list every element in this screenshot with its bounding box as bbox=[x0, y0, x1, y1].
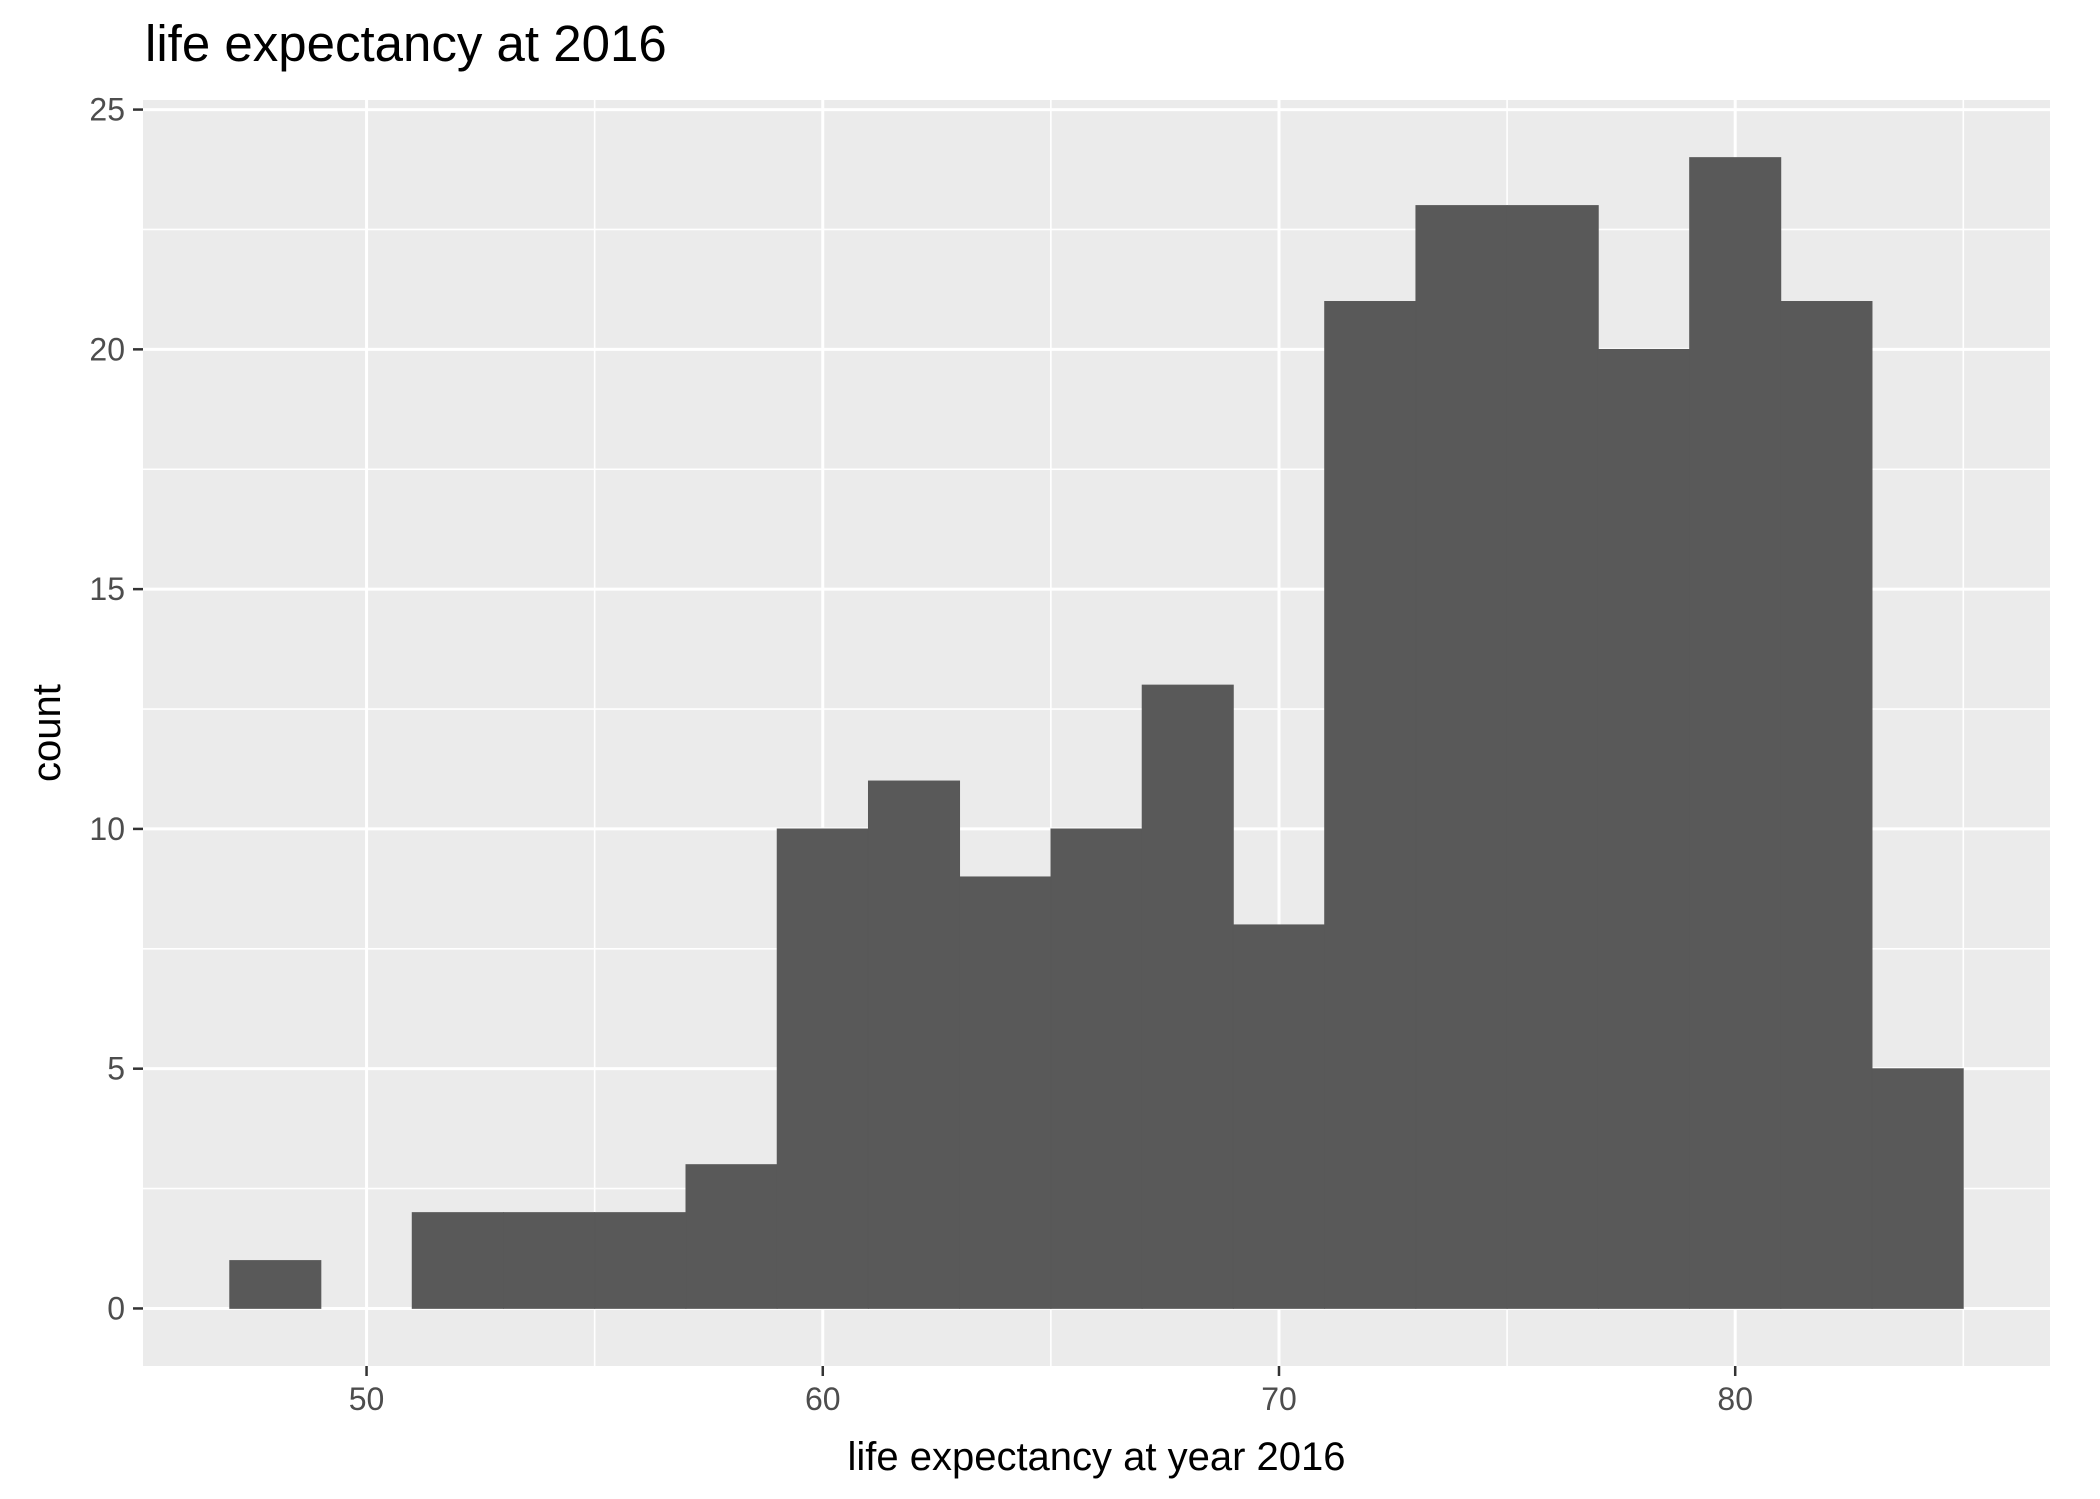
x-tick-label: 70 bbox=[1261, 1381, 1297, 1417]
y-tick-label: 15 bbox=[89, 571, 125, 607]
x-tick-label: 80 bbox=[1717, 1381, 1753, 1417]
histogram-bar bbox=[867, 780, 961, 1309]
x-tick-label: 50 bbox=[349, 1381, 385, 1417]
histogram-bar bbox=[594, 1212, 687, 1309]
histogram-bar bbox=[1871, 1068, 1964, 1309]
histogram-bar bbox=[229, 1260, 322, 1309]
y-tick-label: 0 bbox=[107, 1290, 125, 1326]
histogram-bar bbox=[411, 1212, 504, 1309]
y-tick-label: 10 bbox=[89, 811, 125, 847]
x-axis-title: life expectancy at year 2016 bbox=[847, 1435, 1345, 1479]
histogram-bar bbox=[1324, 301, 1417, 1309]
histogram-bar bbox=[1506, 205, 1599, 1309]
histogram-bar bbox=[776, 828, 869, 1309]
chart-title: life expectancy at 2016 bbox=[145, 15, 667, 72]
histogram-bar bbox=[1689, 157, 1782, 1309]
histogram-bar bbox=[685, 1164, 778, 1309]
y-tick-label: 5 bbox=[107, 1051, 125, 1087]
y-axis: 0 5 10 15 20 25 bbox=[89, 92, 143, 1326]
histogram-bars bbox=[229, 157, 1964, 1309]
histogram-bar bbox=[1780, 301, 1873, 1309]
histogram-bar bbox=[1141, 684, 1234, 1309]
histogram-bar bbox=[1050, 828, 1143, 1309]
x-tick-label: 60 bbox=[805, 1381, 841, 1417]
histogram-bar bbox=[503, 1212, 596, 1309]
histogram-bar bbox=[1597, 348, 1690, 1309]
histogram-bar bbox=[1415, 205, 1508, 1309]
y-axis-title: count bbox=[25, 684, 69, 782]
histogram-bar bbox=[1232, 924, 1326, 1309]
y-tick-label: 25 bbox=[89, 92, 125, 128]
y-tick-label: 20 bbox=[89, 331, 125, 367]
histogram-bar bbox=[959, 876, 1052, 1309]
x-axis: 50 60 70 80 bbox=[349, 1366, 1753, 1417]
